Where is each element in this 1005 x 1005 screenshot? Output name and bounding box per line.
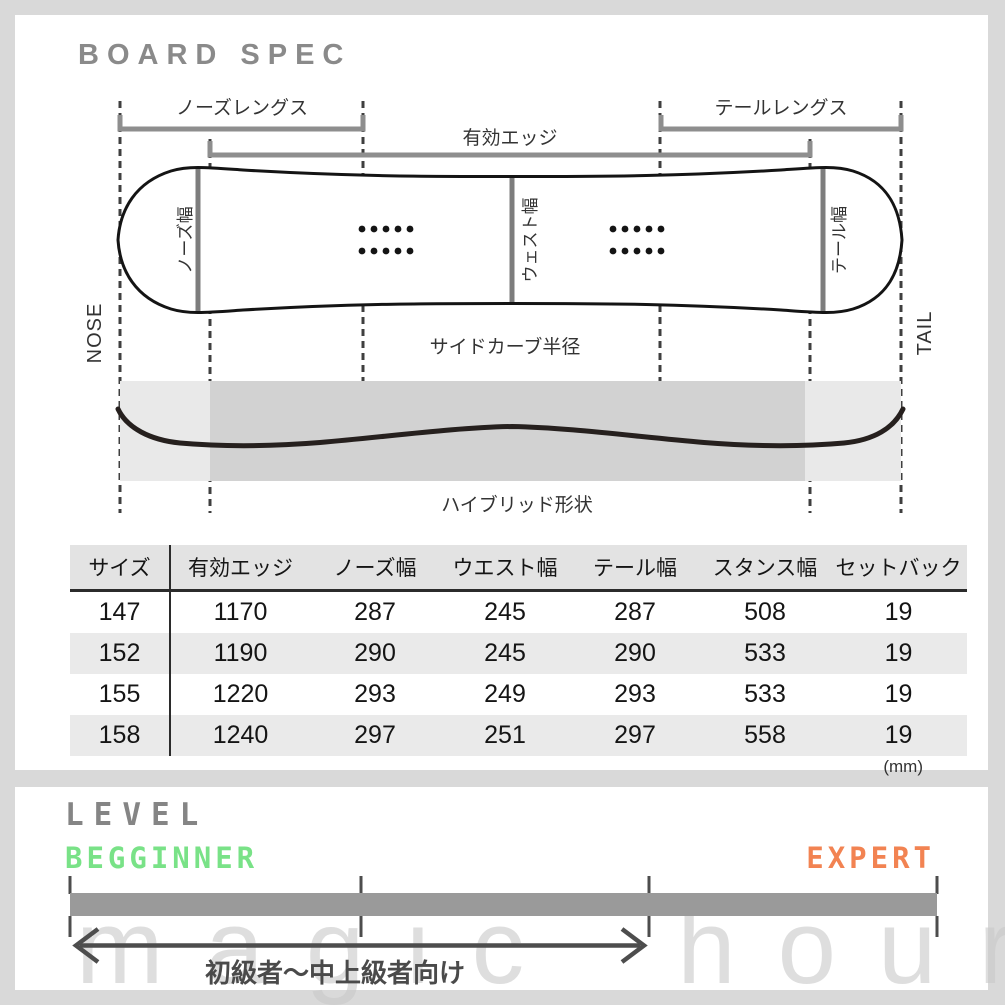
level-panel [15, 787, 988, 990]
cell: 19 [830, 633, 967, 674]
table-header-row: サイズ 有効エッジ ノーズ幅 ウエスト幅 テール幅 スタンス幅 セットバック [70, 545, 967, 592]
cell: 19 [830, 715, 967, 756]
cell: 19 [884, 598, 913, 626]
cell-size: 155 [70, 674, 171, 715]
spec-table: サイズ 有効エッジ ノーズ幅 ウエスト幅 テール幅 スタンス幅 セットバック 1… [70, 545, 967, 756]
cell: 245 [484, 598, 526, 626]
cell: 533 [744, 680, 786, 708]
tail-length-bracket [658, 115, 904, 132]
binding-insert-dots-front [358, 225, 414, 255]
cell: 287 [614, 598, 656, 626]
cell: 19 [884, 680, 913, 708]
beginner-label: BEGGINNER [65, 841, 259, 875]
tail-label: TAIL [914, 311, 936, 356]
cell: 1220 [212, 680, 269, 708]
col-header-setback: セットバック [830, 545, 967, 592]
cell-size: 158 [70, 715, 171, 756]
cell: 245 [440, 633, 570, 674]
table-row-147: 147 1170 287 245 287 508 19 [70, 590, 967, 633]
board-diagram: ノーズレングス 有効エッジ テールレングス ノーズ幅 ウェスト幅 テール幅 N [84, 97, 936, 516]
col-header-nose-width: ノーズ幅 [310, 545, 440, 592]
waist-width-label: ウェスト幅 [521, 198, 540, 283]
table-row-158: 158 1240 297 251 297 558 19 [70, 715, 967, 756]
level-title: LEVEL [65, 797, 209, 833]
cell: 287 [354, 598, 396, 626]
range-note: 初級者～中上級者向け [204, 958, 465, 988]
level-scale [68, 876, 939, 964]
cell: 249 [484, 680, 526, 708]
cell: 290 [310, 633, 440, 674]
cell: 297 [310, 715, 440, 756]
cell: 558 [700, 715, 830, 756]
level-bar [70, 893, 937, 916]
unit-note: (mm) [883, 757, 923, 776]
range-arrow [72, 927, 648, 964]
nose-width-label: ノーズ幅 [176, 206, 195, 273]
nose-length-label: ノーズレングス [176, 97, 308, 119]
cell: 1190 [170, 633, 310, 674]
camber-band [120, 381, 901, 481]
nose-length-bracket [117, 115, 366, 132]
cell: 533 [700, 633, 830, 674]
table-row-152: 152 1190 290 245 290 533 19 [70, 633, 967, 674]
cell-size: 152 [70, 633, 171, 674]
col-header-waist-width: ウエスト幅 [440, 545, 570, 592]
hybrid-profile-curve [115, 406, 906, 449]
cell-size: 147 [70, 590, 171, 633]
cell: 293 [614, 680, 656, 708]
hybrid-shape-label: ハイブリッド形状 [441, 493, 593, 516]
expert-label: EXPERT [806, 841, 935, 875]
sidecurve-radius-label: サイドカーブ半径 [430, 335, 581, 358]
table-row-155: 155 1220 293 249 293 533 19 [70, 674, 967, 715]
board-spec-title: BOARD SPEC [78, 39, 352, 71]
nose-label: NOSE [84, 303, 106, 364]
binding-insert-dots-rear [609, 225, 665, 255]
col-header-size: サイズ [70, 545, 171, 592]
col-header-stance-width: スタンス幅 [700, 545, 830, 592]
cell: 1170 [213, 598, 268, 626]
board-spec-panel: BOARD SPEC ノーズレングス 有効エッジ テールレングス ノーズ幅 ウェ [15, 15, 988, 776]
level-ticks [68, 876, 939, 937]
col-header-tail-width: テール幅 [570, 545, 700, 592]
tail-length-label: テールレングス [714, 97, 847, 119]
cell: 290 [570, 633, 700, 674]
effective-edge-label: 有効エッジ [462, 127, 557, 149]
col-header-effective-edge: 有効エッジ [170, 545, 310, 592]
cell: 251 [440, 715, 570, 756]
effective-edge-bracket [207, 141, 813, 158]
cell: 508 [744, 598, 786, 626]
cell: 1240 [170, 715, 310, 756]
cell: 293 [354, 680, 396, 708]
tail-width-label: テール幅 [830, 206, 849, 274]
cell: 297 [570, 715, 700, 756]
